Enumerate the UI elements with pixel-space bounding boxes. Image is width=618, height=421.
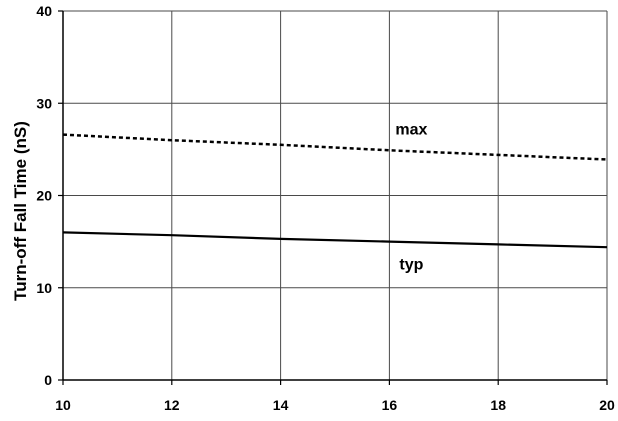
x-tick-label-16: 16 [382, 397, 398, 413]
axes [58, 10, 608, 385]
y-tick-label-40: 40 [36, 3, 52, 19]
series-labels: max typ [395, 121, 427, 273]
y-tick-label-20: 20 [36, 188, 52, 204]
x-tick-label-14: 14 [273, 397, 289, 413]
y-tick-label-10: 10 [36, 280, 52, 296]
series-label-max: max [395, 121, 427, 138]
series-line-typ [62, 231, 608, 249]
series-lines [62, 133, 608, 249]
x-tick-label-20: 20 [599, 397, 615, 413]
series-label-typ: typ [399, 257, 423, 274]
x-tick-label-18: 18 [490, 397, 506, 413]
y-tick-label-0: 0 [44, 372, 52, 388]
y-axis-title: Turn-off Fall Time (nS) [11, 121, 30, 301]
x-tick-label-12: 12 [164, 397, 180, 413]
y-tick-label-30: 30 [36, 95, 52, 111]
x-tick-label-10: 10 [55, 397, 71, 413]
